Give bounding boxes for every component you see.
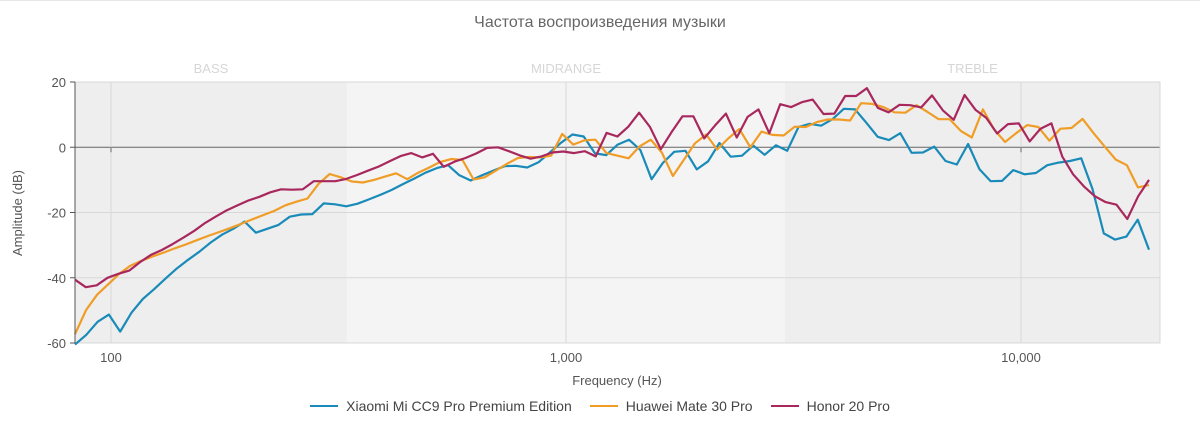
legend-line-icon <box>310 405 339 407</box>
x-axis-title: Frequency (Hz) <box>572 373 662 388</box>
band-label-midrange: MIDRANGE <box>531 61 601 76</box>
y-tick-label: 20 <box>52 75 66 90</box>
legend-item-0[interactable]: Xiaomi Mi CC9 Pro Premium Edition <box>310 398 572 414</box>
band-label-bass: BASS <box>194 61 229 76</box>
grid-lines <box>74 81 1161 344</box>
legend-line-icon <box>589 405 618 407</box>
legend: Xiaomi Mi CC9 Pro Premium Edition Huawei … <box>0 398 1200 414</box>
legend-label: Xiaomi Mi CC9 Pro Premium Edition <box>346 398 572 414</box>
y-tick-label: -40 <box>47 271 66 286</box>
y-tick-label: -20 <box>47 206 66 221</box>
legend-label: Huawei Mate 30 Pro <box>625 398 753 414</box>
legend-label: Honor 20 Pro <box>806 398 890 414</box>
y-tick-label: 0 <box>59 140 66 155</box>
x-tick-label: 1,000 <box>550 350 583 365</box>
series-line-2[interactable] <box>74 87 1150 289</box>
series-line-1[interactable] <box>74 102 1150 335</box>
x-tick-label: 100 <box>100 350 122 365</box>
top-border <box>0 0 1200 1</box>
legend-item-1[interactable]: Huawei Mate 30 Pro <box>589 398 753 414</box>
chart-title: Частота воспроизведения музыки <box>474 14 726 31</box>
axes: 20 0 -20 -40 -60 100 1,000 10,000 <box>47 75 1041 365</box>
y-tick-label: -60 <box>47 336 66 351</box>
series-lines <box>74 87 1151 346</box>
legend-line-icon <box>770 405 799 407</box>
y-axis-title: Amplitude (dB) <box>10 170 25 256</box>
series-line-0[interactable] <box>74 107 1151 346</box>
band-label-treble: TREBLE <box>947 61 998 76</box>
legend-item-2[interactable]: Honor 20 Pro <box>770 398 890 414</box>
frequency-bands: BASS MIDRANGE TREBLE <box>75 61 1160 343</box>
x-tick-label: 10,000 <box>1001 350 1041 365</box>
